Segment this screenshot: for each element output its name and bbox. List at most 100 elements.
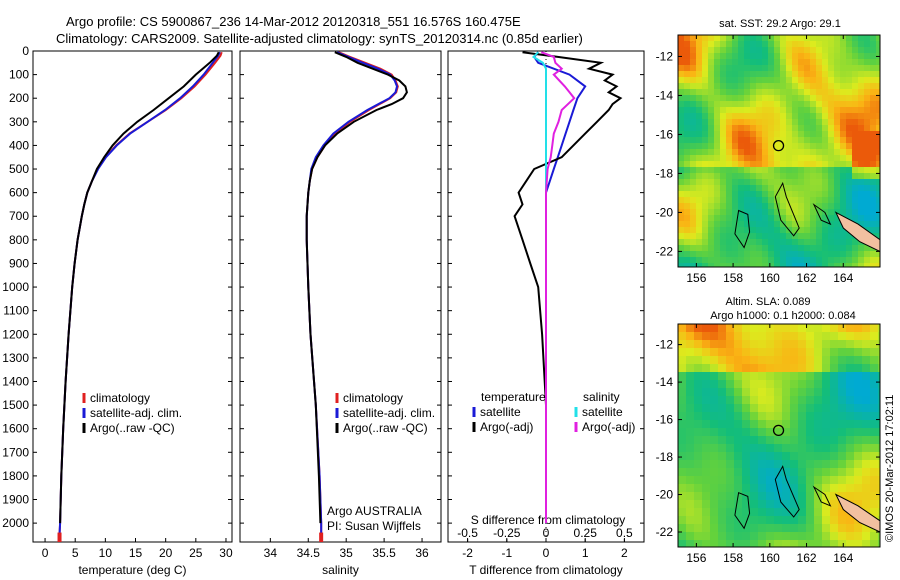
heatmap-cell — [774, 492, 783, 501]
heatmap-cell — [780, 179, 787, 186]
heatmap-cell — [804, 209, 811, 216]
heatmap-cell — [762, 149, 769, 156]
heatmap-cell — [782, 380, 791, 389]
temp-satellite-line — [532, 51, 587, 524]
heatmap-cell — [702, 221, 709, 228]
heatmap-cell — [708, 113, 715, 120]
heatmap-cell — [846, 101, 853, 108]
heatmap-cell — [846, 137, 853, 144]
heatmap-cell — [810, 137, 817, 144]
heatmap-cell — [798, 332, 807, 341]
heatmap-cell — [750, 452, 759, 461]
heatmap-cell — [686, 516, 695, 525]
heatmap-cell — [762, 71, 769, 78]
heatmap-cell — [846, 203, 853, 210]
heatmap-cell — [702, 396, 711, 405]
heatmap-cell — [678, 251, 685, 258]
heatmap-cell — [864, 161, 871, 168]
heatmap-cell — [762, 209, 769, 216]
heatmap-cell — [742, 508, 751, 517]
heatmap-cell — [774, 239, 781, 246]
heatmap-cell — [678, 484, 687, 493]
heatmap-cell — [684, 251, 691, 258]
heatmap-cell — [816, 83, 823, 90]
heatmap-cell — [840, 89, 847, 96]
heatmap-cell — [774, 444, 783, 453]
heatmap-cell — [870, 263, 877, 268]
heatmap-cell — [810, 251, 817, 258]
heatmap-cell — [750, 125, 757, 132]
heatmap-cell — [780, 257, 787, 264]
y-tick-label: 0 — [22, 44, 29, 58]
heatmap-cell — [790, 508, 799, 517]
heatmap-cell — [870, 356, 879, 365]
heatmap-cell — [690, 257, 697, 264]
heatmap-cell — [822, 149, 829, 156]
heatmap-cell — [742, 420, 751, 429]
heatmap-cell — [854, 412, 863, 421]
heatmap-cell — [702, 420, 711, 429]
map-x-tick-label: 156 — [686, 551, 706, 565]
heatmap-cell — [878, 540, 881, 548]
map-y-tick-label: -12 — [656, 49, 674, 63]
heatmap-cell — [838, 444, 847, 453]
heatmap-cell — [798, 113, 805, 120]
heatmap-cell — [744, 137, 751, 144]
heatmap-cell — [876, 263, 881, 268]
heatmap-cell — [822, 161, 829, 168]
heatmap-cell — [834, 167, 841, 174]
heatmap-cell — [714, 143, 721, 150]
heatmap-cell — [876, 65, 881, 72]
heatmap-cell — [726, 420, 735, 429]
heatmap-cell — [702, 197, 709, 204]
heatmap-cell — [816, 143, 823, 150]
heatmap-cell — [726, 263, 733, 268]
heatmap-cell — [876, 41, 881, 48]
heatmap-cell — [782, 444, 791, 453]
heatmap-cell — [870, 396, 879, 405]
heatmap-cell — [726, 468, 735, 477]
heatmap-cell — [744, 245, 751, 252]
heatmap-cell — [714, 185, 721, 192]
heatmap-cell — [790, 540, 799, 548]
heatmap-cell — [846, 191, 853, 198]
heatmap-cell — [750, 468, 759, 477]
heatmap-cell — [876, 107, 881, 114]
heatmap-cell — [828, 227, 835, 234]
heatmap-cell — [702, 113, 709, 120]
heatmap-cell — [774, 348, 783, 357]
heatmap-cell — [708, 89, 715, 96]
heatmap-cell — [780, 263, 787, 268]
heatmap-cell — [774, 65, 781, 72]
heatmap-cell — [678, 197, 685, 204]
heatmap-cell — [678, 107, 685, 114]
heatmap-cell — [742, 332, 751, 341]
heatmap-cell — [714, 47, 721, 54]
heatmap-cell — [806, 388, 815, 397]
heatmap-cell — [792, 53, 799, 60]
heatmap-cell — [834, 185, 841, 192]
heatmap-cell — [756, 89, 763, 96]
heatmap-cell — [806, 428, 815, 437]
heatmap-cell — [768, 53, 775, 60]
heatmap-cell — [854, 444, 863, 453]
heatmap-cell — [714, 107, 721, 114]
temperature-panel: 0100200300400500600700800900100011001200… — [2, 44, 233, 577]
heatmap-cell — [678, 119, 685, 126]
heatmap-cell — [714, 197, 721, 204]
heatmap-cell — [862, 484, 871, 493]
heatmap-cell — [846, 167, 853, 174]
heatmap-cell — [806, 540, 815, 548]
heatmap-cell — [822, 516, 831, 525]
climatology-line — [305, 51, 399, 535]
map-y-tick-label: -14 — [656, 88, 674, 102]
heatmap-cell — [830, 436, 839, 445]
heatmap-cell — [678, 161, 685, 168]
heatmap-cell — [710, 324, 719, 333]
heatmap-cell — [846, 356, 855, 365]
heatmap-cell — [852, 41, 859, 48]
heatmap-cell — [834, 191, 841, 198]
heatmap-cell — [822, 452, 831, 461]
heatmap-cell — [768, 137, 775, 144]
heatmap-cell — [720, 137, 727, 144]
